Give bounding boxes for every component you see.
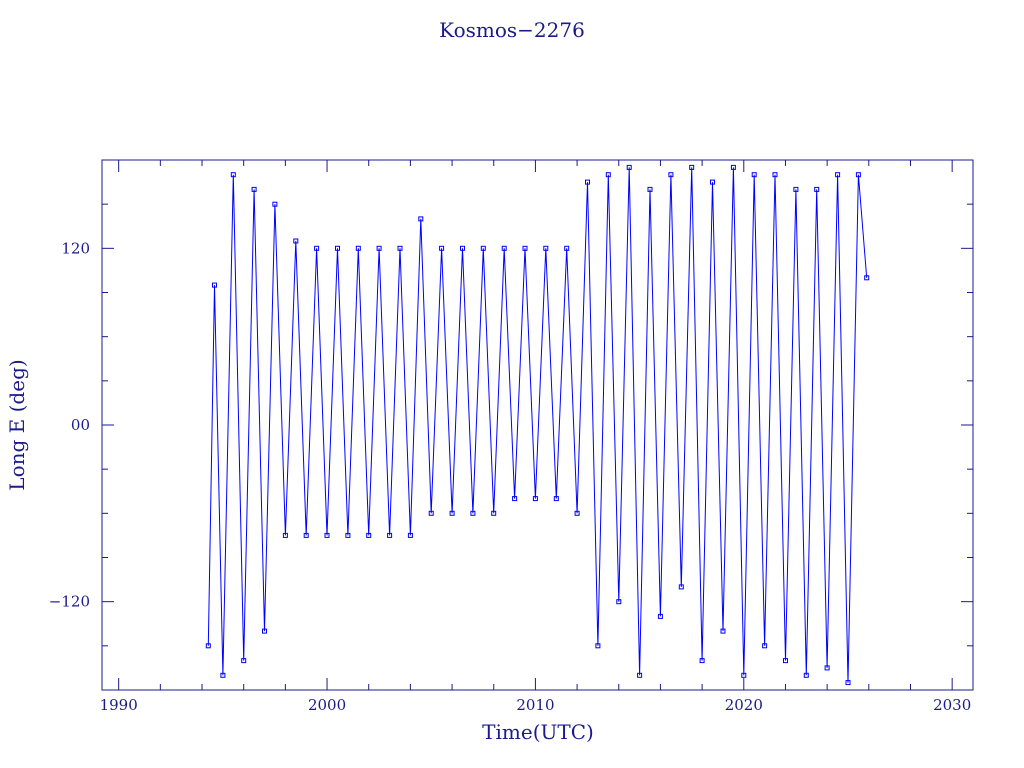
data-point bbox=[230, 172, 236, 178]
data-point bbox=[282, 532, 288, 538]
data-point bbox=[439, 245, 445, 251]
data-point bbox=[532, 496, 538, 502]
data-point bbox=[616, 599, 622, 605]
data-point bbox=[647, 186, 653, 192]
data-point bbox=[637, 672, 643, 678]
data-point bbox=[730, 164, 736, 170]
data-point bbox=[595, 643, 601, 649]
data-point bbox=[428, 510, 434, 516]
data-point bbox=[293, 238, 299, 244]
data-point bbox=[814, 186, 820, 192]
data-point bbox=[501, 245, 507, 251]
data-point bbox=[480, 245, 486, 251]
x-tick-label: 2030 bbox=[933, 696, 971, 714]
data-point bbox=[626, 164, 632, 170]
data-point bbox=[324, 532, 330, 538]
x-tick-label: 1990 bbox=[100, 696, 138, 714]
data-point bbox=[491, 510, 497, 516]
data-point bbox=[689, 164, 695, 170]
data-point bbox=[543, 245, 549, 251]
data-point bbox=[251, 186, 257, 192]
series-line bbox=[207, 167, 868, 683]
data-point bbox=[460, 245, 465, 251]
ticks-layer: 1990 2000 2010 2020 2030 −120 00 120 bbox=[49, 159, 973, 714]
data-point bbox=[387, 532, 393, 538]
x-axis-label: Time(UTC) bbox=[482, 720, 594, 744]
data-point bbox=[376, 245, 382, 251]
data-point bbox=[241, 658, 247, 664]
data-point bbox=[212, 282, 217, 288]
data-layer bbox=[205, 164, 870, 686]
data-point bbox=[564, 245, 570, 251]
data-point bbox=[710, 179, 715, 185]
data-point bbox=[345, 532, 351, 538]
data-point bbox=[824, 665, 830, 671]
data-point bbox=[272, 201, 278, 207]
data-point bbox=[470, 510, 476, 516]
y-tick-label: 00 bbox=[71, 416, 90, 434]
data-point bbox=[366, 532, 372, 538]
data-point bbox=[418, 216, 424, 222]
data-point bbox=[803, 672, 809, 678]
data-point bbox=[751, 172, 757, 178]
data-point bbox=[741, 672, 747, 678]
y-axis-label: Long E (deg) bbox=[5, 359, 29, 490]
data-point bbox=[205, 643, 211, 649]
data-point bbox=[407, 532, 413, 538]
data-point bbox=[783, 658, 788, 664]
data-point bbox=[262, 628, 267, 634]
data-point bbox=[355, 245, 361, 251]
data-point bbox=[605, 172, 611, 178]
data-point bbox=[585, 179, 590, 185]
data-point bbox=[772, 172, 778, 178]
x-tick-label: 2020 bbox=[725, 696, 763, 714]
data-point bbox=[335, 245, 340, 251]
x-tick-label: 2010 bbox=[516, 696, 554, 714]
data-point bbox=[699, 658, 705, 664]
y-tick-label: −120 bbox=[49, 593, 90, 611]
data-point bbox=[720, 628, 726, 634]
data-point bbox=[845, 680, 851, 686]
data-point bbox=[762, 643, 768, 649]
data-point bbox=[303, 532, 309, 538]
chart-title: Kosmos−2276 bbox=[439, 18, 585, 42]
data-point bbox=[864, 275, 870, 281]
data-point bbox=[512, 496, 518, 502]
data-point bbox=[668, 172, 674, 178]
data-point bbox=[397, 245, 403, 251]
data-point bbox=[553, 496, 559, 502]
data-point bbox=[522, 245, 528, 251]
data-point bbox=[314, 245, 320, 251]
data-point bbox=[574, 510, 580, 516]
data-point bbox=[835, 172, 841, 178]
y-tick-label: 120 bbox=[61, 239, 90, 257]
data-point bbox=[220, 672, 226, 678]
data-point bbox=[855, 172, 861, 178]
data-point bbox=[793, 186, 799, 192]
data-point bbox=[678, 584, 684, 590]
data-point bbox=[657, 613, 663, 619]
data-point bbox=[449, 510, 455, 516]
x-tick-label: 2000 bbox=[308, 696, 346, 714]
